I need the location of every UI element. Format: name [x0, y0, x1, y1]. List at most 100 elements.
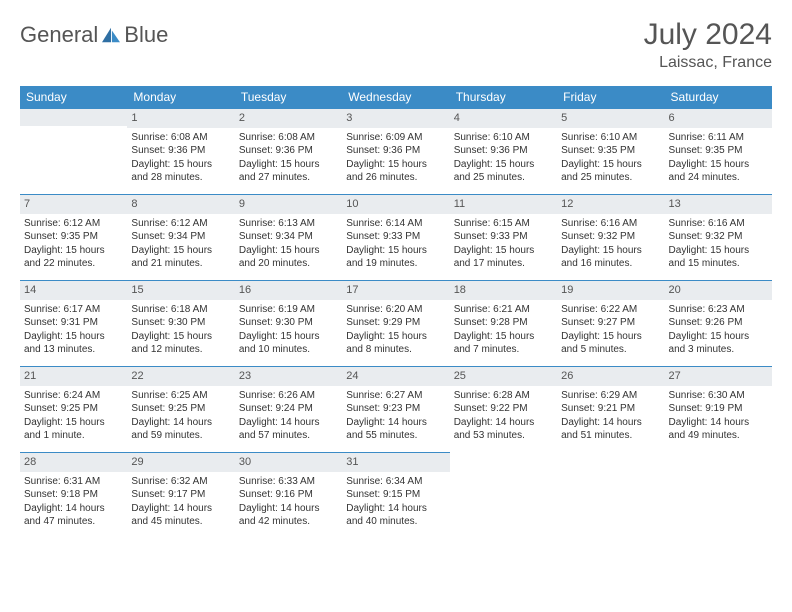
calendar-cell: 24Sunrise: 6:27 AMSunset: 9:23 PMDayligh…: [342, 366, 449, 452]
sunrise-line: Sunrise: 6:12 AM: [131, 217, 230, 231]
day-details: Sunrise: 6:16 AMSunset: 9:32 PMDaylight:…: [557, 214, 664, 275]
calendar-cell: 13Sunrise: 6:16 AMSunset: 9:32 PMDayligh…: [665, 194, 772, 280]
sunrise-line: Sunrise: 6:18 AM: [131, 303, 230, 317]
sunrise-line: Sunrise: 6:25 AM: [131, 389, 230, 403]
sunset-line: Sunset: 9:29 PM: [346, 316, 445, 330]
daylight-line: Daylight: 15 hours and 24 minutes.: [669, 158, 768, 185]
day-details: Sunrise: 6:10 AMSunset: 9:35 PMDaylight:…: [557, 128, 664, 189]
header: General Blue July 2024 Laissac, France: [20, 18, 772, 72]
calendar-table: SundayMondayTuesdayWednesdayThursdayFrid…: [20, 86, 772, 538]
sunrise-line: Sunrise: 6:14 AM: [346, 217, 445, 231]
location: Laissac, France: [644, 54, 772, 72]
day-number: 6: [665, 108, 772, 128]
day-number: 9: [235, 194, 342, 214]
daylight-line: Daylight: 15 hours and 20 minutes.: [239, 244, 338, 271]
calendar-cell: 17Sunrise: 6:20 AMSunset: 9:29 PMDayligh…: [342, 280, 449, 366]
daylight-line: Daylight: 14 hours and 53 minutes.: [454, 416, 553, 443]
day-number: 18: [450, 280, 557, 300]
sunset-line: Sunset: 9:36 PM: [131, 144, 230, 158]
day-details: Sunrise: 6:19 AMSunset: 9:30 PMDaylight:…: [235, 300, 342, 361]
calendar-body: 1 Sunrise: 6:08 AM Sunset: 9:36 PM Daylight…: [20, 108, 772, 538]
sunset-line: Sunset: 9:33 PM: [454, 230, 553, 244]
day-details: Sunrise: 6:28 AMSunset: 9:22 PMDaylight:…: [450, 386, 557, 447]
calendar-cell: [665, 452, 772, 538]
calendar-cell: 16Sunrise: 6:19 AMSunset: 9:30 PMDayligh…: [235, 280, 342, 366]
day-number: 25: [450, 366, 557, 386]
sunrise-line: Sunrise: 6:15 AM: [454, 217, 553, 231]
day-number: 10: [342, 194, 449, 214]
daylight-line: Daylight: 15 hours and 3 minutes.: [669, 330, 768, 357]
daylight-line: Daylight: 15 hours and 16 minutes.: [561, 244, 660, 271]
day-details: Sunrise: 6:17 AMSunset: 9:31 PMDaylight:…: [20, 300, 127, 361]
calendar-cell: 18Sunrise: 6:21 AMSunset: 9:28 PMDayligh…: [450, 280, 557, 366]
sunrise-line: Sunrise: 6:30 AM: [669, 389, 768, 403]
day-number: 8: [127, 194, 234, 214]
calendar-cell: 10Sunrise: 6:14 AMSunset: 9:33 PMDayligh…: [342, 194, 449, 280]
day-header: Tuesday: [235, 86, 342, 108]
sunrise-line: Sunrise: 6:13 AM: [239, 217, 338, 231]
calendar-cell: 7Sunrise: 6:12 AMSunset: 9:35 PMDaylight…: [20, 194, 127, 280]
sunrise-line: Sunrise: 6:17 AM: [24, 303, 123, 317]
calendar-row: 21Sunrise: 6:24 AMSunset: 9:25 PMDayligh…: [20, 366, 772, 452]
calendar-cell: 21Sunrise: 6:24 AMSunset: 9:25 PMDayligh…: [20, 366, 127, 452]
calendar-cell: 30Sunrise: 6:33 AMSunset: 9:16 PMDayligh…: [235, 452, 342, 538]
daylight-line: Daylight: 14 hours and 49 minutes.: [669, 416, 768, 443]
daylight-line: Daylight: 15 hours and 1 minute.: [24, 416, 123, 443]
calendar-cell: 23Sunrise: 6:26 AMSunset: 9:24 PMDayligh…: [235, 366, 342, 452]
sunrise-line: Sunrise: 6:34 AM: [346, 475, 445, 489]
daylight-line: Daylight: 15 hours and 22 minutes.: [24, 244, 123, 271]
day-number: 3: [342, 108, 449, 128]
sunrise-line: Sunrise: 6:08 AM: [239, 131, 338, 145]
sunset-line: Sunset: 9:32 PM: [561, 230, 660, 244]
day-details: Sunrise: 6:11 AMSunset: 9:35 PMDaylight:…: [665, 128, 772, 189]
calendar-row: 14Sunrise: 6:17 AMSunset: 9:31 PMDayligh…: [20, 280, 772, 366]
sunset-line: Sunset: 9:31 PM: [24, 316, 123, 330]
daylight-line: Daylight: 14 hours and 57 minutes.: [239, 416, 338, 443]
day-details: Sunrise: 6:18 AMSunset: 9:30 PMDaylight:…: [127, 300, 234, 361]
sunset-line: Sunset: 9:30 PM: [131, 316, 230, 330]
day-details: Sunrise: 6:23 AMSunset: 9:26 PMDaylight:…: [665, 300, 772, 361]
sunrise-line: Sunrise: 6:23 AM: [669, 303, 768, 317]
sunrise-line: Sunrise: 6:29 AM: [561, 389, 660, 403]
calendar-cell: 3Sunrise: 6:09 AMSunset: 9:36 PMDaylight…: [342, 108, 449, 194]
day-details: Sunrise: 6:15 AMSunset: 9:33 PMDaylight:…: [450, 214, 557, 275]
sail-icon: [100, 26, 122, 44]
day-number: 19: [557, 280, 664, 300]
day-number: 1: [127, 108, 234, 128]
day-details: Sunrise: 6:16 AMSunset: 9:32 PMDaylight:…: [665, 214, 772, 275]
sunset-line: Sunset: 9:30 PM: [239, 316, 338, 330]
sunrise-line: Sunrise: 6:31 AM: [24, 475, 123, 489]
sunset-line: Sunset: 9:32 PM: [669, 230, 768, 244]
day-number: 27: [665, 366, 772, 386]
daylight-line: Daylight: 15 hours and 5 minutes.: [561, 330, 660, 357]
daylight-line: Daylight: 14 hours and 47 minutes.: [24, 502, 123, 529]
logo-text-1: General: [20, 22, 98, 48]
daylight-line: Daylight: 15 hours and 7 minutes.: [454, 330, 553, 357]
calendar-cell: 19Sunrise: 6:22 AMSunset: 9:27 PMDayligh…: [557, 280, 664, 366]
sunrise-line: Sunrise: 6:27 AM: [346, 389, 445, 403]
day-number: 16: [235, 280, 342, 300]
day-header-row: SundayMondayTuesdayWednesdayThursdayFrid…: [20, 86, 772, 108]
day-number: 15: [127, 280, 234, 300]
daylight-line: Daylight: 15 hours and 27 minutes.: [239, 158, 338, 185]
day-header: Friday: [557, 86, 664, 108]
calendar-cell: 29Sunrise: 6:32 AMSunset: 9:17 PMDayligh…: [127, 452, 234, 538]
sunrise-line: Sunrise: 6:33 AM: [239, 475, 338, 489]
calendar-cell: 28Sunrise: 6:31 AMSunset: 9:18 PMDayligh…: [20, 452, 127, 538]
day-details: Sunrise: 6:22 AMSunset: 9:27 PMDaylight:…: [557, 300, 664, 361]
calendar-cell: 6Sunrise: 6:11 AMSunset: 9:35 PMDaylight…: [665, 108, 772, 194]
sunset-line: Sunset: 9:16 PM: [239, 488, 338, 502]
day-number: 23: [235, 366, 342, 386]
daylight-line: Daylight: 15 hours and 26 minutes.: [346, 158, 445, 185]
calendar-cell: 2Sunrise: 6:08 AMSunset: 9:36 PMDaylight…: [235, 108, 342, 194]
empty-daynum-bar: [20, 108, 127, 126]
day-number: 30: [235, 452, 342, 472]
sunset-line: Sunset: 9:17 PM: [131, 488, 230, 502]
sunrise-line: Sunrise: 6:16 AM: [561, 217, 660, 231]
calendar-row: 28Sunrise: 6:31 AMSunset: 9:18 PMDayligh…: [20, 452, 772, 538]
day-header: Saturday: [665, 86, 772, 108]
sunrise-line: Sunrise: 6:28 AM: [454, 389, 553, 403]
day-number: 11: [450, 194, 557, 214]
daylight-line: Daylight: 14 hours and 51 minutes.: [561, 416, 660, 443]
calendar-cell: 11Sunrise: 6:15 AMSunset: 9:33 PMDayligh…: [450, 194, 557, 280]
